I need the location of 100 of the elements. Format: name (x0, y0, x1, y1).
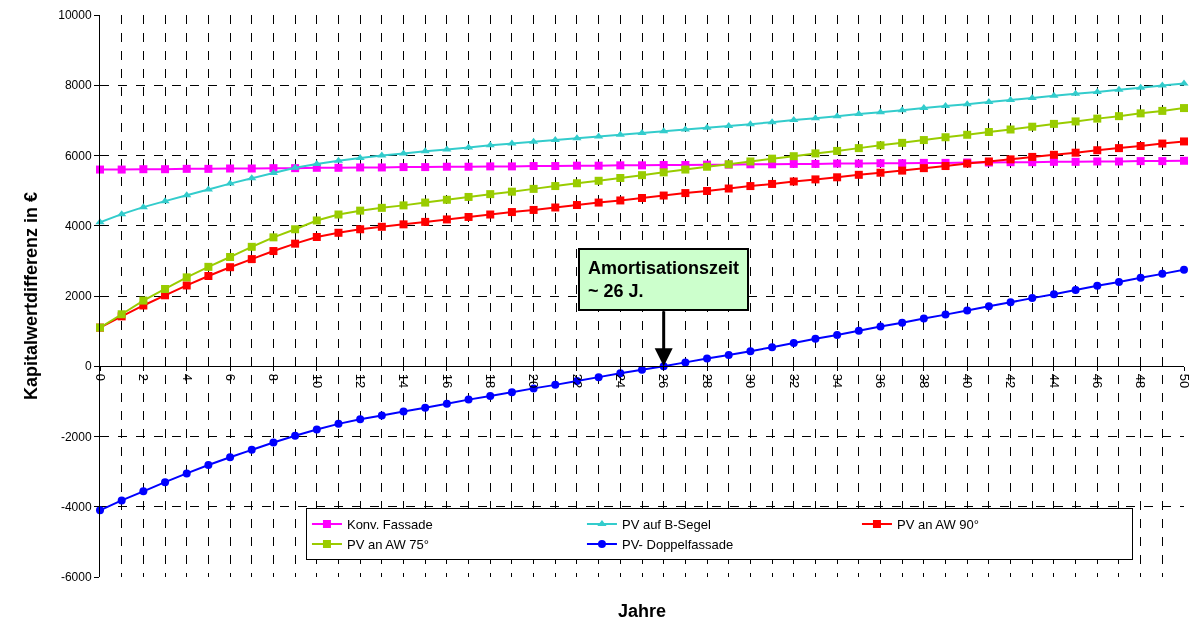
point (226, 253, 235, 262)
point (377, 163, 386, 172)
point (1180, 137, 1188, 146)
point (854, 326, 863, 335)
point (356, 225, 365, 234)
point (204, 460, 213, 469)
point (594, 176, 603, 185)
point (421, 403, 430, 412)
point (139, 487, 148, 496)
point (1028, 294, 1037, 303)
y-tick-label: 4000 (64, 218, 92, 233)
x-tick-label: 32 (786, 373, 802, 389)
point (507, 139, 517, 146)
point (637, 129, 647, 136)
point (226, 164, 235, 173)
point (572, 179, 581, 188)
point (984, 98, 994, 105)
point (638, 194, 646, 202)
point (96, 506, 104, 515)
point (616, 196, 625, 205)
point (1158, 106, 1167, 115)
point (117, 210, 127, 217)
point (225, 179, 235, 186)
point (399, 407, 408, 416)
point (833, 146, 842, 155)
point (377, 203, 386, 212)
point (442, 195, 451, 204)
point (421, 163, 430, 172)
point (464, 395, 473, 404)
point (1027, 93, 1037, 100)
point (789, 152, 798, 161)
point (117, 165, 126, 174)
point (1049, 91, 1059, 98)
point (833, 173, 842, 182)
point (529, 205, 538, 214)
point (1114, 144, 1123, 153)
point (767, 118, 777, 125)
point (421, 198, 430, 207)
point (638, 365, 646, 374)
point (507, 388, 516, 397)
point (615, 130, 625, 137)
legend-label: PV- Doppelfassade (621, 537, 734, 553)
point (1006, 125, 1015, 134)
point (356, 163, 365, 172)
point (291, 431, 300, 440)
point (529, 162, 538, 171)
point (182, 273, 191, 282)
point (680, 125, 690, 132)
point (941, 162, 950, 171)
point (681, 358, 690, 367)
point (811, 175, 820, 184)
y-axis-title: Kapitalwertdifferenz in € (21, 191, 42, 401)
point (204, 262, 213, 271)
point (1071, 157, 1080, 166)
point (334, 419, 343, 428)
y-tick-label: 6000 (64, 148, 92, 163)
x-tick-label: 22 (569, 373, 585, 389)
point (551, 203, 560, 212)
point (1136, 109, 1145, 118)
point (833, 159, 842, 168)
point (919, 164, 928, 173)
point (334, 228, 343, 237)
point (616, 173, 625, 182)
point (1093, 114, 1102, 123)
point (529, 184, 538, 193)
point (312, 216, 321, 225)
point (746, 347, 755, 356)
point (984, 127, 993, 136)
point (182, 469, 191, 478)
point (377, 151, 387, 158)
x-axis-title: Jahre (618, 601, 667, 621)
point (377, 411, 386, 420)
point (356, 415, 365, 424)
point (486, 392, 495, 401)
point (789, 177, 798, 186)
point (247, 255, 256, 264)
point (594, 132, 604, 139)
point (1049, 119, 1058, 128)
point (1071, 148, 1080, 157)
y-tick-label: -2000 (60, 429, 92, 444)
point (551, 380, 560, 389)
point (226, 263, 235, 272)
point (811, 159, 820, 168)
point (1028, 122, 1037, 131)
point (399, 220, 408, 229)
point (355, 153, 365, 160)
point (377, 222, 386, 231)
point (1049, 150, 1058, 159)
point (247, 164, 256, 173)
point (291, 239, 300, 248)
legend-label: Konv. Fassade (346, 517, 433, 533)
point (1180, 265, 1188, 274)
point (1158, 157, 1167, 166)
x-tick-label: 16 (439, 373, 455, 389)
legend-label: PV an AW 75° (346, 537, 430, 553)
point (811, 334, 820, 343)
point (1114, 277, 1123, 286)
point (1093, 281, 1102, 290)
y-tick-label: 8000 (64, 78, 92, 93)
point (854, 159, 863, 168)
